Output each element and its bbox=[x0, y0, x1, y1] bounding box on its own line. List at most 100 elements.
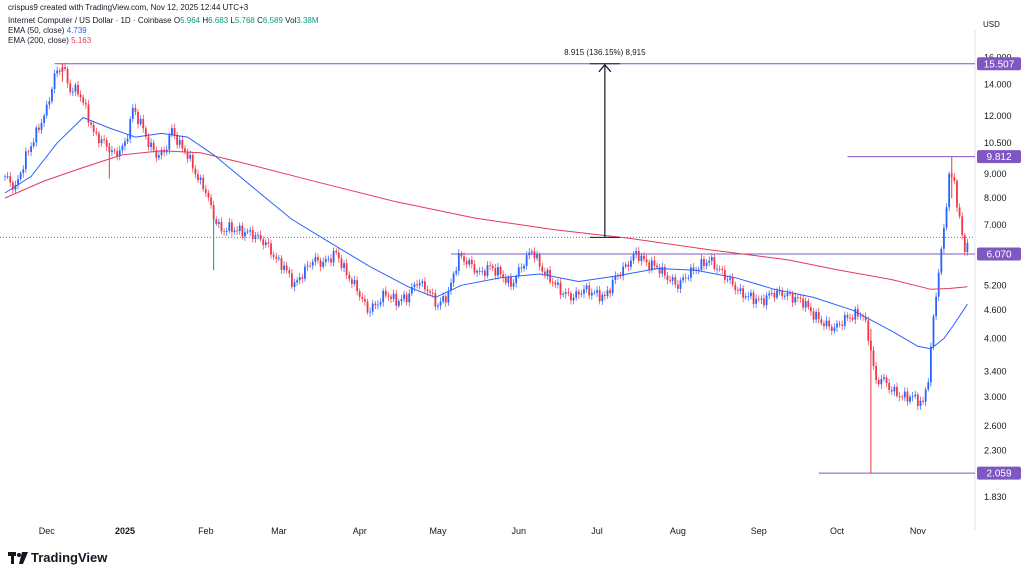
candle-body bbox=[356, 280, 358, 292]
candle-body bbox=[684, 277, 687, 279]
candle-body bbox=[301, 277, 304, 279]
candle-body bbox=[262, 239, 265, 246]
candle-body bbox=[914, 394, 917, 397]
candle-body bbox=[147, 136, 150, 147]
y-tick-label: 12.000 bbox=[984, 111, 1012, 121]
candle-body bbox=[478, 270, 481, 272]
open-value: 5.964 bbox=[180, 16, 201, 25]
candle-body bbox=[570, 293, 572, 301]
candle-body bbox=[742, 288, 744, 298]
candle-body bbox=[392, 293, 395, 299]
candle-body bbox=[171, 128, 173, 136]
x-tick-label: Mar bbox=[271, 526, 287, 536]
candle-body bbox=[43, 115, 46, 123]
candle-body bbox=[202, 177, 205, 190]
candle-body bbox=[476, 270, 478, 273]
candle-body bbox=[843, 315, 846, 326]
candle-body bbox=[658, 267, 661, 274]
candle-body bbox=[40, 122, 43, 130]
candle-body bbox=[538, 254, 541, 267]
candle-body bbox=[129, 118, 132, 139]
candle-body bbox=[447, 291, 450, 303]
candle-body bbox=[264, 242, 267, 246]
candle-body bbox=[416, 284, 418, 286]
level-label-bg bbox=[977, 247, 1021, 261]
candle-body bbox=[17, 179, 19, 185]
ema50-legend[interactable]: EMA (50, close) 4.739 bbox=[8, 26, 87, 36]
candle-body bbox=[434, 293, 437, 307]
candle-body bbox=[906, 391, 909, 402]
candle-body bbox=[867, 320, 870, 341]
candle-body bbox=[220, 221, 223, 232]
x-tick-label: May bbox=[429, 526, 447, 536]
tradingview-logo[interactable]: TradingView bbox=[8, 550, 107, 565]
symbol-title[interactable]: Internet Computer / US Dollar · 1D · Coi… bbox=[8, 16, 172, 25]
candle-body bbox=[961, 216, 964, 236]
candle-body bbox=[893, 386, 896, 392]
ema200-legend[interactable]: EMA (200, close) 5.163 bbox=[8, 36, 91, 46]
candle-body bbox=[497, 267, 499, 276]
candle-body bbox=[371, 303, 374, 312]
candle-body bbox=[241, 225, 244, 237]
candle-body bbox=[645, 259, 648, 263]
candle-body bbox=[296, 280, 299, 283]
candle-body bbox=[575, 291, 578, 298]
candle-body bbox=[611, 279, 614, 294]
candle-body bbox=[635, 250, 638, 255]
candle-body bbox=[499, 267, 502, 275]
candle-body bbox=[460, 253, 463, 257]
candle-body bbox=[783, 295, 786, 297]
ema50-label: EMA (50, close) bbox=[8, 26, 65, 35]
x-tick-label: Oct bbox=[830, 526, 845, 536]
candle-body bbox=[520, 267, 523, 269]
candle-body bbox=[231, 222, 233, 232]
open-label: O bbox=[173, 16, 181, 25]
candle-body bbox=[111, 150, 113, 152]
candle-body bbox=[713, 257, 716, 269]
candle-body bbox=[87, 104, 90, 123]
candle-body bbox=[583, 289, 585, 294]
x-tick-label: Jul bbox=[591, 526, 603, 536]
candle-body bbox=[896, 386, 898, 396]
candle-body bbox=[716, 268, 718, 270]
candle-body bbox=[736, 290, 739, 291]
candle-body bbox=[948, 173, 951, 208]
candle-body bbox=[450, 282, 452, 292]
candle-body bbox=[350, 279, 353, 284]
candle-body bbox=[30, 146, 32, 152]
candle-body bbox=[144, 128, 147, 137]
candle-body bbox=[64, 67, 66, 69]
candle-body bbox=[648, 262, 651, 270]
candle-body bbox=[382, 290, 385, 303]
candle-body bbox=[901, 396, 904, 398]
candle-body bbox=[100, 139, 103, 144]
candle-body bbox=[789, 293, 791, 294]
candle-body bbox=[35, 127, 38, 143]
candle-body bbox=[173, 128, 176, 135]
candle-body bbox=[541, 266, 544, 272]
candle-body bbox=[619, 275, 622, 277]
candle-body bbox=[79, 94, 82, 98]
candle-body bbox=[705, 262, 708, 266]
candle-body bbox=[851, 317, 854, 320]
candle-body bbox=[697, 269, 700, 271]
candle-body bbox=[828, 320, 831, 327]
candle-body bbox=[280, 258, 283, 270]
candle-body bbox=[97, 133, 100, 144]
candle-body bbox=[898, 395, 901, 397]
candle-body bbox=[181, 139, 184, 149]
x-tick-label: Aug bbox=[670, 526, 686, 536]
candle-body bbox=[483, 270, 486, 276]
x-tick-label: Feb bbox=[198, 526, 214, 536]
candle-body bbox=[32, 142, 35, 147]
y-tick-label: 3.400 bbox=[984, 366, 1007, 376]
candle-body bbox=[105, 139, 108, 147]
candle-body bbox=[523, 265, 525, 269]
volume-label: Vol bbox=[285, 16, 297, 25]
candle-body bbox=[799, 297, 802, 299]
candle-body bbox=[176, 134, 179, 145]
candle-body bbox=[943, 227, 945, 249]
candle-body bbox=[815, 312, 818, 320]
candle-body bbox=[452, 273, 455, 283]
